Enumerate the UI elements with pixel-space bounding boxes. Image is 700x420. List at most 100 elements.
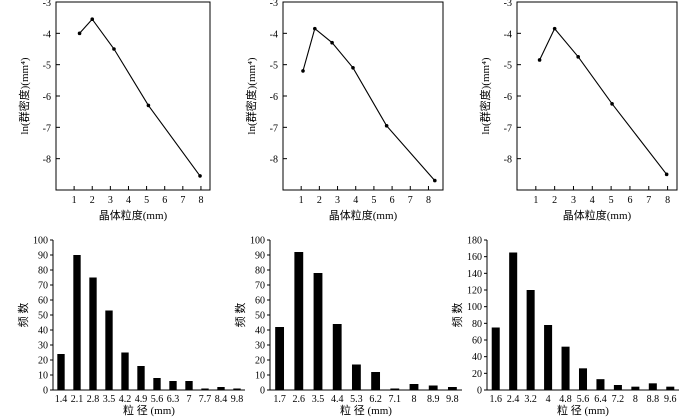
x-tick-label: 7.1	[389, 394, 402, 405]
bar	[561, 346, 570, 390]
bar	[275, 327, 285, 390]
y-axis-label: 频 数	[450, 303, 464, 328]
y-tick-label: 100	[33, 236, 48, 247]
plot-frame	[282, 1, 444, 191]
y-tick-label: -7	[504, 123, 512, 134]
y-tick-label: 10	[38, 371, 48, 382]
y-tick-label: -8	[270, 155, 278, 166]
bar	[544, 325, 553, 390]
x-tick-label: 9.8	[446, 394, 459, 405]
y-tick-label: 140	[467, 269, 482, 280]
data-point	[146, 103, 151, 108]
bar	[313, 273, 323, 390]
y-tick-label: -4	[43, 29, 51, 40]
data-point	[301, 69, 305, 73]
bar	[294, 252, 304, 390]
bar	[596, 379, 605, 390]
bar	[631, 386, 640, 390]
y-tick-label: 0	[43, 386, 48, 397]
bar	[57, 354, 65, 390]
bar	[185, 381, 193, 390]
y-tick-label: 0	[260, 386, 265, 397]
data-point	[313, 26, 317, 31]
y-tick-label: 20	[255, 356, 265, 367]
y-tick-label: 180	[467, 236, 482, 247]
y-tick-label: 30	[255, 341, 265, 352]
x-tick-label: 3.5	[312, 394, 325, 405]
data-point	[90, 17, 95, 22]
x-axis-label: 粒 径 (mm)	[557, 403, 609, 417]
y-tick-label: -8	[504, 155, 512, 166]
bar	[613, 385, 622, 390]
data-point	[384, 123, 389, 128]
bar	[201, 388, 209, 390]
x-tick-label: 3.5	[103, 394, 116, 405]
x-tick-label: 4	[590, 195, 595, 206]
series-line	[539, 27, 668, 175]
y-tick-label: 80	[472, 319, 482, 330]
bar	[526, 290, 535, 390]
data-point	[112, 47, 116, 51]
y-axis-label: ln(群密度)(mm⁴)	[478, 57, 492, 134]
x-axis-label: 晶体粒度(mm)	[563, 208, 632, 222]
y-tick-label: 90	[255, 251, 265, 262]
y-tick-label: 0	[477, 386, 482, 397]
y-tick-label: -6	[504, 92, 512, 103]
y-tick-label: -7	[270, 123, 278, 134]
y-tick-label: -4	[504, 29, 512, 40]
bar	[73, 255, 81, 390]
x-tick-label: 5	[371, 195, 376, 206]
y-tick-label: 70	[38, 281, 48, 292]
bar	[509, 252, 518, 390]
x-tick-label: 8	[426, 195, 431, 206]
x-tick-label: 4.2	[119, 394, 132, 405]
x-tick-label: 2.6	[293, 394, 306, 405]
y-tick-label: 80	[255, 266, 265, 277]
y-tick-label: 70	[255, 281, 265, 292]
bar	[153, 378, 161, 390]
y-tick-label: -6	[270, 92, 278, 103]
y-tick-label: -7	[43, 123, 51, 134]
data-point	[77, 31, 82, 36]
x-tick-label: 6.4	[594, 394, 607, 405]
y-tick-label: -8	[43, 155, 51, 166]
x-tick-label: 3	[335, 195, 340, 206]
x-tick-label: 1.4	[55, 394, 68, 405]
bar	[233, 388, 241, 390]
bar	[428, 385, 438, 390]
x-tick-label: 8.8	[647, 394, 660, 405]
bar	[137, 366, 145, 390]
y-tick-label: 60	[38, 296, 48, 307]
x-tick-label: 6.2	[369, 394, 382, 405]
bar	[121, 352, 129, 390]
x-tick-label: 5	[609, 195, 614, 206]
x-tick-label: 8.9	[427, 394, 440, 405]
x-tick-label: 1.7	[273, 394, 286, 405]
y-tick-label: 20	[472, 369, 482, 380]
x-tick-label: 7.7	[199, 394, 212, 405]
x-tick-label: 6	[390, 195, 395, 206]
y-tick-label: 80	[38, 266, 48, 277]
bar	[491, 327, 500, 390]
bar	[371, 372, 381, 390]
x-tick-label: 2	[90, 195, 95, 206]
data-point	[664, 172, 669, 177]
x-tick-label: 1	[72, 195, 77, 206]
x-tick-label: 9.6	[664, 394, 677, 405]
y-axis-label: ln(群密度)(mm⁴)	[244, 57, 258, 134]
data-point	[433, 178, 437, 183]
data-point	[330, 40, 334, 45]
y-axis-label: 频 数	[16, 303, 30, 328]
x-tick-label: 2	[317, 195, 322, 206]
bar	[578, 368, 588, 390]
x-tick-label: 3	[108, 195, 113, 206]
series-line	[79, 18, 201, 177]
y-tick-label: 120	[467, 286, 482, 297]
x-tick-label: 2.4	[507, 394, 520, 405]
plot-frame	[55, 1, 211, 191]
data-point	[552, 26, 557, 31]
y-tick-label: -3	[43, 0, 51, 9]
y-tick-label: 10	[255, 371, 265, 382]
x-tick-label: 8	[665, 195, 670, 206]
